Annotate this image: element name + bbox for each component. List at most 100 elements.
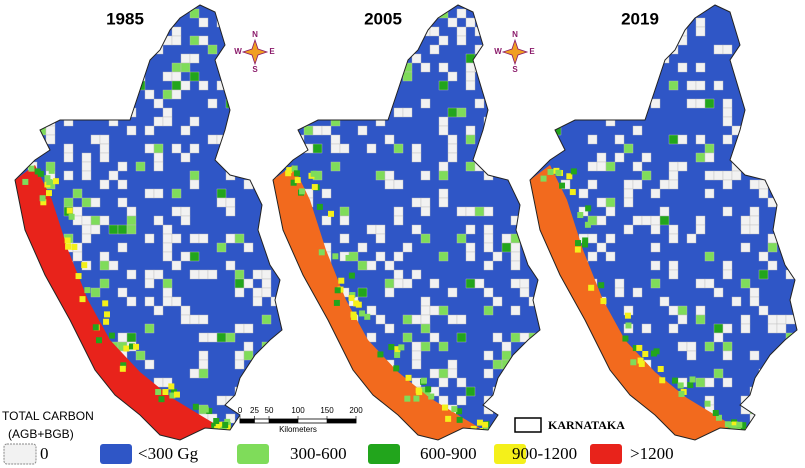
cell bbox=[659, 377, 666, 384]
cell bbox=[54, 8, 65, 19]
cell bbox=[99, 215, 110, 226]
cell bbox=[276, 395, 287, 406]
cell bbox=[650, 278, 661, 289]
cell bbox=[483, 242, 494, 253]
cell bbox=[289, 0, 298, 9]
cell bbox=[722, 170, 733, 181]
cell bbox=[117, 431, 128, 440]
cell bbox=[402, 332, 413, 343]
cell bbox=[36, 278, 47, 289]
cell bbox=[348, 44, 359, 55]
cell bbox=[45, 368, 56, 379]
cell bbox=[312, 323, 323, 334]
cell bbox=[483, 143, 494, 154]
cell bbox=[276, 341, 287, 352]
cell bbox=[303, 125, 314, 136]
cell bbox=[63, 197, 74, 208]
cell bbox=[632, 287, 643, 298]
cell bbox=[234, 26, 245, 37]
cell bbox=[189, 269, 200, 280]
cell bbox=[252, 377, 263, 388]
cell bbox=[357, 5, 368, 10]
cell bbox=[740, 143, 751, 154]
cell bbox=[740, 17, 751, 28]
cell bbox=[483, 80, 494, 91]
cell bbox=[686, 98, 697, 109]
cell bbox=[668, 5, 679, 10]
cell bbox=[785, 161, 796, 172]
cell bbox=[375, 413, 386, 424]
cell bbox=[559, 182, 566, 189]
cell bbox=[375, 233, 386, 244]
cell bbox=[279, 125, 282, 136]
cell bbox=[677, 8, 688, 19]
cell bbox=[625, 322, 632, 329]
cell bbox=[614, 152, 625, 163]
cell bbox=[99, 431, 110, 440]
cell bbox=[668, 35, 679, 46]
cell bbox=[294, 5, 305, 10]
cell bbox=[155, 389, 162, 396]
cell bbox=[294, 26, 305, 37]
cell bbox=[758, 188, 769, 199]
cell bbox=[252, 107, 263, 118]
cell bbox=[222, 422, 229, 429]
cell bbox=[180, 215, 191, 226]
cell bbox=[126, 296, 137, 307]
cell bbox=[551, 305, 562, 316]
cell bbox=[686, 80, 697, 91]
cell bbox=[560, 332, 571, 343]
cell bbox=[582, 237, 589, 244]
cell bbox=[577, 212, 584, 219]
cell bbox=[740, 224, 751, 235]
cell bbox=[243, 143, 254, 154]
cell bbox=[420, 377, 427, 384]
cell bbox=[153, 17, 164, 28]
boundary-label: KARNATAKA bbox=[548, 418, 625, 432]
cell bbox=[270, 386, 281, 397]
cell bbox=[578, 62, 589, 73]
cell bbox=[578, 188, 589, 199]
cell bbox=[290, 179, 297, 186]
cell bbox=[429, 305, 440, 316]
cell bbox=[677, 341, 688, 352]
cell bbox=[99, 422, 110, 433]
cell bbox=[438, 35, 449, 46]
cell bbox=[677, 134, 688, 145]
cell bbox=[695, 278, 706, 289]
cell bbox=[285, 395, 296, 406]
cell bbox=[584, 221, 591, 228]
cell bbox=[207, 332, 218, 343]
cell bbox=[339, 206, 350, 217]
cell bbox=[84, 287, 91, 294]
cell bbox=[330, 62, 341, 73]
cell bbox=[537, 368, 540, 379]
cell bbox=[413, 395, 420, 402]
scale-label: 200 bbox=[349, 406, 363, 415]
cell bbox=[438, 188, 449, 199]
cell bbox=[519, 62, 530, 73]
cell bbox=[659, 179, 670, 190]
cell bbox=[95, 337, 102, 344]
compass-w: W bbox=[234, 47, 242, 56]
cell bbox=[375, 89, 386, 100]
cell bbox=[375, 224, 386, 235]
cell bbox=[198, 233, 209, 244]
cell bbox=[668, 224, 679, 235]
cell bbox=[216, 188, 227, 199]
cell bbox=[596, 35, 607, 46]
cell bbox=[722, 179, 733, 190]
cell bbox=[542, 71, 553, 82]
cell bbox=[587, 134, 598, 145]
cell bbox=[99, 53, 110, 64]
cell bbox=[668, 323, 679, 334]
cell bbox=[420, 98, 431, 109]
cell bbox=[144, 323, 155, 334]
cell bbox=[668, 80, 679, 91]
cell bbox=[519, 26, 530, 37]
map-outline bbox=[14, 4, 283, 441]
cell bbox=[153, 161, 164, 172]
cell bbox=[465, 17, 476, 28]
cell bbox=[252, 296, 263, 307]
cell bbox=[483, 224, 494, 235]
